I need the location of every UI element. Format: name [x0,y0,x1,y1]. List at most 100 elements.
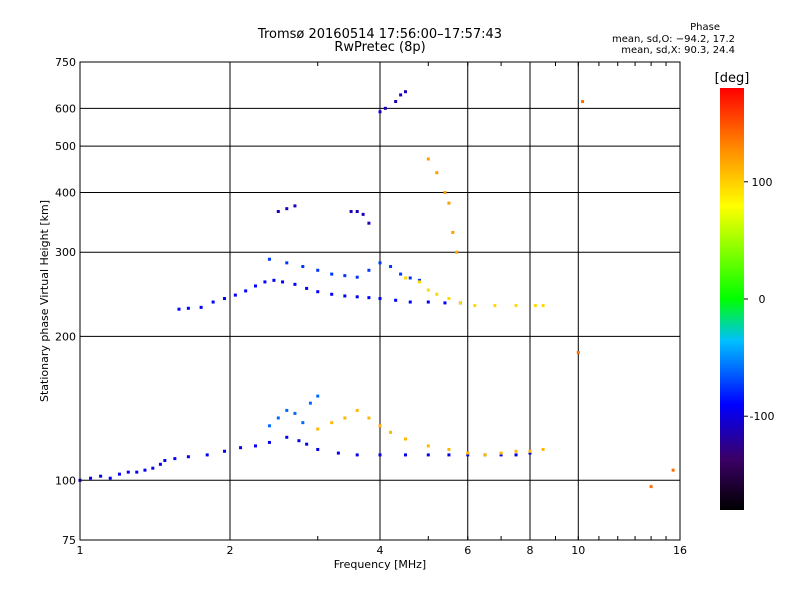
y-tick-label: 75 [62,534,76,547]
data-point [126,470,130,474]
data-point [186,306,190,310]
phase-info-x: mean, sd,X: 90.3, 24.4 [621,45,735,56]
data-point [316,290,320,294]
data-point [443,301,447,305]
x-tick-label: 2 [227,544,234,557]
data-point [533,304,537,308]
data-point [253,444,257,448]
data-point [378,453,382,457]
data-point [528,451,532,455]
data-point [343,416,347,420]
grid-lines [79,62,681,540]
phase-info-title: Phase [690,22,720,33]
x-tick-labels: 1 2 4 6 8 10 16 [77,544,688,557]
data-point [403,437,407,441]
data-point [435,292,439,296]
data-point [581,100,585,104]
data-point [163,458,167,462]
data-point [89,476,93,480]
data-point [447,447,451,451]
data-point [355,453,359,457]
data-point [403,90,407,94]
data-point [355,210,359,214]
data-point [173,457,177,461]
data-point [239,446,243,450]
data-point [378,297,382,301]
data-point [223,449,227,453]
data-point [541,447,545,451]
data-point [514,304,518,308]
data-point [378,424,382,428]
data-point [355,408,359,412]
data-point [343,274,347,278]
colorbar-ticks: -100 0 100 [744,176,774,423]
data-point [272,278,276,282]
data-point [403,276,407,280]
data-point [205,453,209,457]
data-point [378,110,382,114]
x-axis-label: Frequency [MHz] [334,558,426,571]
data-point [285,408,289,412]
data-point [499,453,503,457]
data-point [305,442,309,446]
data-point [316,268,320,272]
data-point [399,93,403,97]
data-point [293,411,297,415]
data-point [285,435,289,439]
data-point [426,453,430,457]
data-point [473,304,477,308]
data-point [263,280,267,284]
data-point [389,430,393,434]
data-point [458,301,462,305]
x-tick-label: 16 [673,544,687,557]
data-point [308,401,312,405]
y-tick-label: 500 [55,140,76,153]
data-point [447,297,451,301]
data-point [466,451,470,455]
data-point [576,351,580,355]
data-point [541,304,545,308]
y-tick-label: 600 [55,102,76,115]
y-tick-label: 750 [55,56,76,69]
data-point [253,284,257,288]
data-point [435,171,439,175]
y-tick-label: 100 [55,474,76,487]
data-point [285,207,289,211]
data-point [244,289,248,293]
plot-frame [79,61,681,541]
data-point [483,453,487,457]
data-point [211,300,215,304]
data-point [267,257,271,261]
colorbar-tick-label: -100 [750,410,775,423]
data-point [499,451,503,455]
data-point [367,221,371,225]
data-point [408,300,412,304]
data-point [367,296,371,300]
data-point [447,201,451,205]
data-point [135,470,139,474]
x-tick-label: 10 [571,544,585,557]
data-point [267,424,271,428]
data-point [417,280,421,284]
data-point [466,453,470,457]
data-point [316,447,320,451]
phase-colorbar [720,88,744,510]
data-point [394,100,398,104]
data-point [443,190,447,194]
data-point [528,449,532,453]
data-point [305,286,309,290]
data-point [293,282,297,286]
colorbar-tick-label: 100 [752,176,773,189]
data-point [177,307,181,311]
colorbar-label: [deg] [715,71,750,86]
data-point [671,468,675,472]
data-point [233,293,237,297]
data-point [493,304,497,308]
data-point [408,276,412,280]
data-point [330,272,334,276]
data-point [158,462,162,466]
x-tick-label: 4 [377,544,384,557]
data-point [336,451,340,455]
data-point [99,474,103,478]
